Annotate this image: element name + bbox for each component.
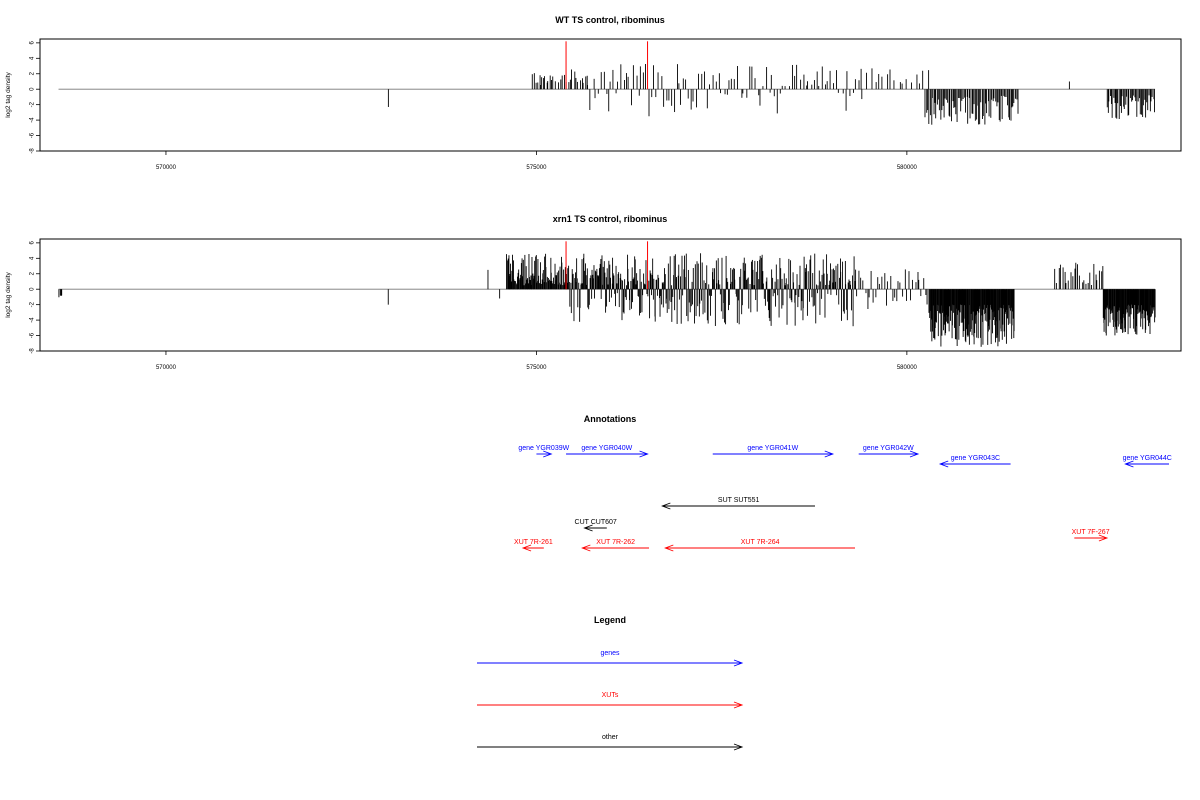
feature-label: gene YGR041W xyxy=(747,445,798,452)
arrow-head xyxy=(733,659,744,667)
y-axis-label: log2 tag density xyxy=(5,271,12,317)
legend-title: Legend xyxy=(594,615,626,625)
feature-label: XUT 7F-267 xyxy=(1072,529,1110,536)
feature-label: gene YGR040W xyxy=(581,445,632,452)
feature-label: CUT CUT607 xyxy=(575,519,617,526)
feature-label: gene YGR039W xyxy=(518,445,569,452)
bars-layer xyxy=(58,41,1156,125)
arrow-head xyxy=(543,450,553,458)
feature-label: SUT SUT551 xyxy=(718,497,760,504)
legend-item: other xyxy=(477,734,744,751)
y-tick-label: -8 xyxy=(30,148,36,154)
feature-label: XUT 7R-262 xyxy=(596,539,635,546)
arrow-head xyxy=(938,460,949,468)
annotation-feature: gene YGR042W xyxy=(858,445,920,458)
y-tick-label: -2 xyxy=(30,301,36,307)
y-tick-label: -4 xyxy=(30,117,36,123)
x-tick-label: 570000 xyxy=(156,165,177,171)
annotation-feature: SUT SUT551 xyxy=(661,497,815,510)
x-tick-label: 580000 xyxy=(897,165,918,171)
annotation-feature: gene YGR041W xyxy=(712,445,835,458)
annotation-feature: XUT 7F-267 xyxy=(1072,529,1110,542)
plot-frame xyxy=(39,238,1182,352)
legend-item: XUTs xyxy=(477,692,744,709)
feature-label: gene YGR042W xyxy=(863,445,914,452)
arrow-head xyxy=(661,502,671,510)
annotation-track: Annotations gene YGR039W gene YGR040W gene… xyxy=(514,414,1172,552)
y-tick-label: -6 xyxy=(30,132,36,138)
arrow-head xyxy=(664,544,674,552)
annotation-feature: XUT 7R-261 xyxy=(514,539,553,552)
y-axis: 6 4 2 0 -2 -4 -6 -8 xyxy=(30,241,40,354)
y-axis-label: log2 tag density xyxy=(5,71,12,117)
annotation-feature: XUT 7R-262 xyxy=(581,539,650,552)
legend-label: XUTs xyxy=(602,692,619,699)
legend: Legend genes XUTs other xyxy=(477,615,744,751)
annotation-features: gene YGR039W gene YGR040W gene YGR041W gene… xyxy=(514,445,1172,552)
arrow-head xyxy=(1124,460,1134,468)
y-tick-label: -6 xyxy=(30,332,36,338)
feature-label: gene YGR044C xyxy=(1123,455,1172,462)
annotations-title: Annotations xyxy=(584,414,637,424)
y-tick-label: 0 xyxy=(30,87,36,91)
y-tick-label: 4 xyxy=(30,56,36,60)
y-tick-label: -8 xyxy=(30,348,36,354)
y-axis: 6 4 2 0 -2 -4 -6 -8 xyxy=(30,41,40,154)
x-tick-label: 580000 xyxy=(897,365,918,371)
legend-item: genes xyxy=(477,650,744,667)
y-tick-label: 0 xyxy=(30,287,36,291)
x-tick-label: 575000 xyxy=(526,165,547,171)
arrow-head xyxy=(733,743,744,751)
y-tick-label: -2 xyxy=(30,101,36,107)
track-panel-wt: WT TS control, ribominus log2 tag densit… xyxy=(5,15,1182,171)
annotation-feature: gene YGR040W xyxy=(566,445,649,458)
y-tick-label: 2 xyxy=(30,71,36,75)
arrow-head xyxy=(583,524,593,532)
legend-label: other xyxy=(602,734,619,741)
annotation-feature: gene YGR039W xyxy=(518,445,570,458)
y-tick-label: -4 xyxy=(30,317,36,323)
y-tick-label: 2 xyxy=(30,271,36,275)
arrow-head xyxy=(733,701,744,709)
feature-label: gene YGR043C xyxy=(951,455,1000,462)
x-tick-label: 575000 xyxy=(526,365,547,371)
arrow-head xyxy=(639,450,649,458)
y-tick-label: 4 xyxy=(30,256,36,260)
x-tick-label: 570000 xyxy=(156,365,177,371)
annotation-feature: gene YGR043C xyxy=(938,455,1011,468)
plot-frame xyxy=(39,38,1182,152)
arrow-head xyxy=(909,450,920,458)
annotation-feature: CUT CUT607 xyxy=(575,519,617,532)
feature-label: XUT 7R-261 xyxy=(514,539,553,546)
track-panel-xrn1: xrn1 TS control, ribominus log2 tag dens… xyxy=(5,214,1182,371)
legend-items: genes XUTs other xyxy=(477,650,744,751)
y-tick-label: 6 xyxy=(30,41,36,45)
arrow-head xyxy=(521,544,532,552)
y-tick-label: 6 xyxy=(30,241,36,245)
feature-label: XUT 7R-264 xyxy=(741,539,780,546)
arrow-head xyxy=(581,544,591,552)
x-axis: 570000 575000 580000 xyxy=(156,351,918,371)
panel-title: WT TS control, ribominus xyxy=(555,15,665,25)
arrow-head xyxy=(824,450,835,458)
x-axis: 570000 575000 580000 xyxy=(156,151,918,171)
annotation-feature: XUT 7R-264 xyxy=(664,539,855,552)
annotation-feature: gene YGR044C xyxy=(1123,455,1172,468)
bars-layer xyxy=(58,241,1156,347)
legend-label: genes xyxy=(600,650,620,657)
arrow-head xyxy=(1098,534,1109,542)
panel-title: xrn1 TS control, ribominus xyxy=(553,214,668,224)
